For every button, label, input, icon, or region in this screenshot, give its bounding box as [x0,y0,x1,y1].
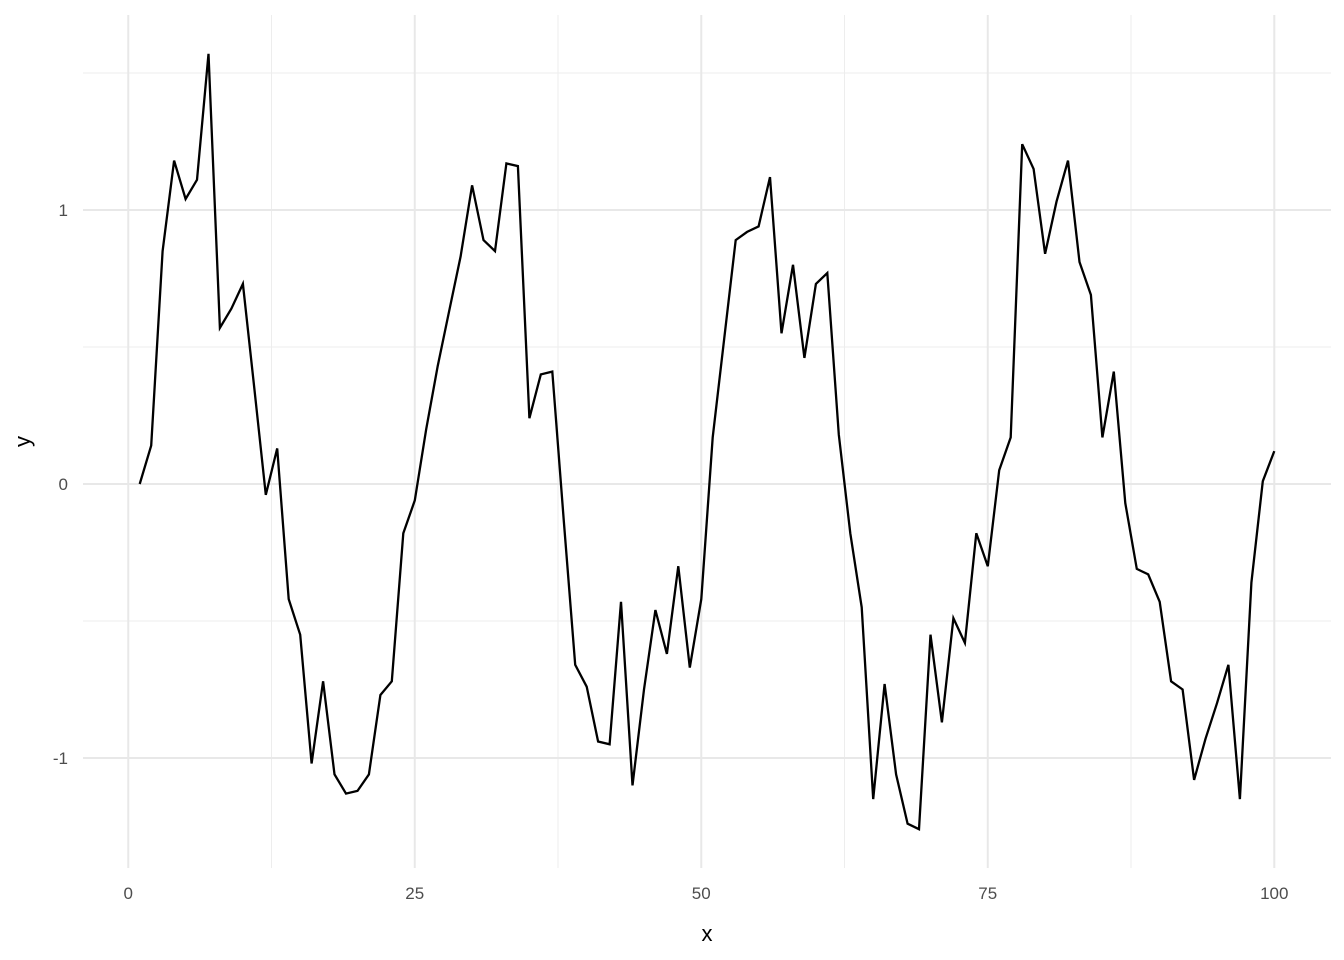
x-axis-tick-labels: 0 25 50 75 100 [124,884,1289,903]
x-tick-label: 75 [978,884,997,903]
x-tick-label: 100 [1260,884,1288,903]
x-tick-label: 50 [692,884,711,903]
y-tick-label: 0 [59,475,68,494]
y-axis-title: y [10,436,35,447]
y-tick-label: 1 [59,201,68,220]
minor-gridlines [83,15,1331,868]
x-tick-label: 25 [405,884,424,903]
y-tick-label: -1 [53,749,68,768]
x-tick-label: 0 [124,884,133,903]
y-axis-tick-labels: -1 0 1 [53,201,68,768]
x-axis-title: x [702,921,713,946]
data-series-line [138,53,1276,831]
